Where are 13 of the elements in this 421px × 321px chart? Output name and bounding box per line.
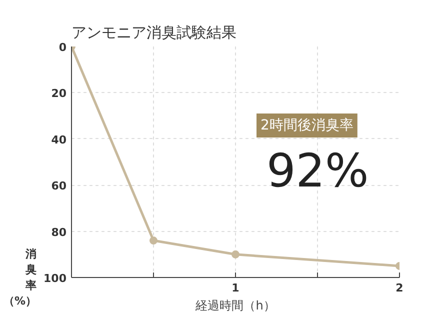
annotation: 2時間後消臭率	[260, 118, 354, 134]
annotation: 92%	[266, 144, 369, 198]
y-tick-label: 100	[44, 272, 67, 285]
y-tick-label: 60	[51, 180, 67, 193]
y-tick-label: 40	[51, 133, 67, 146]
x-tick-label: 2	[396, 282, 404, 294]
chart-title: アンモニア消臭試験結果	[72, 24, 236, 42]
y-tick-label: 80	[51, 226, 67, 239]
y-tick-label: 0	[58, 41, 67, 54]
x-axis-title: 経過時間（h）	[194, 298, 276, 312]
x-tick-label: 1	[232, 282, 240, 294]
y-axis-title: 消臭率（%）	[4, 248, 37, 308]
y-tick-label: 20	[51, 87, 67, 100]
